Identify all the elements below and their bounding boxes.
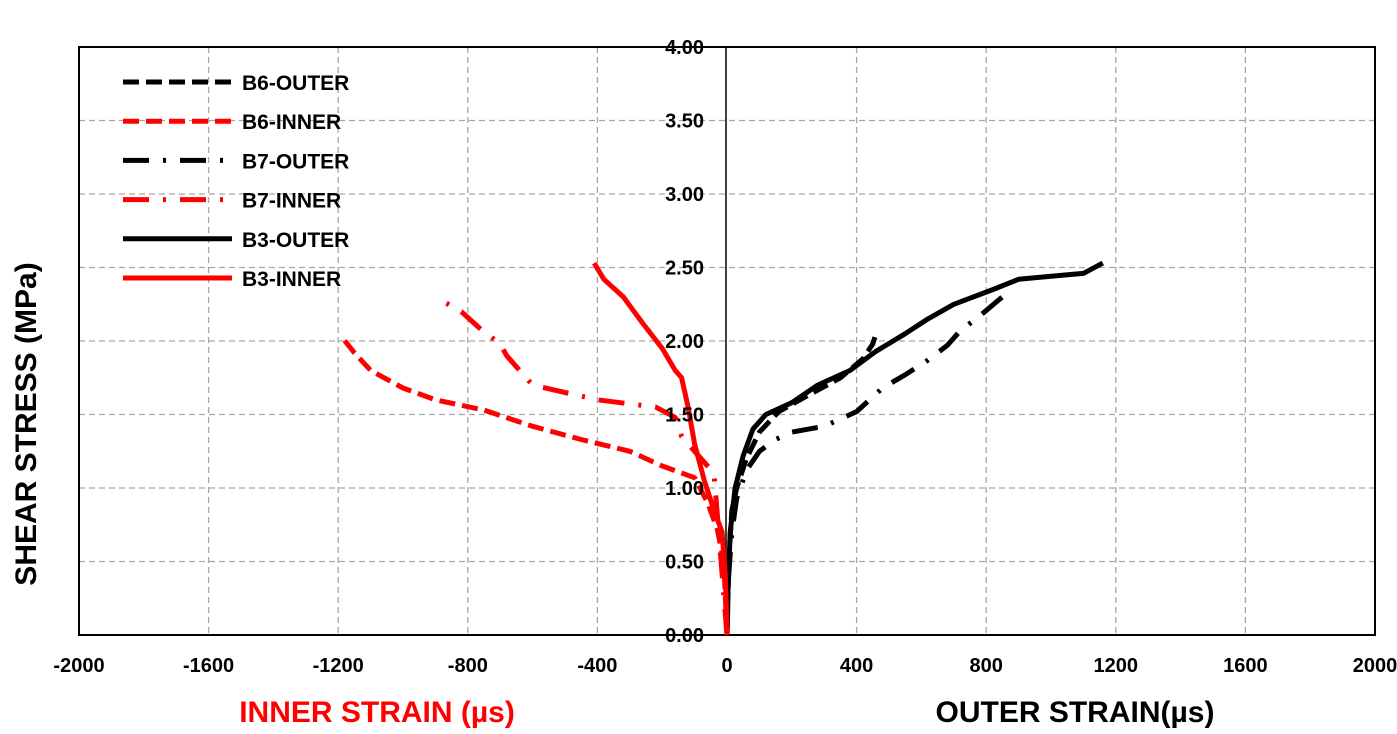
- series-line-b6-inner: [339, 335, 730, 636]
- x-tick-label: -400: [577, 655, 617, 677]
- x-tick-label: 400: [840, 655, 873, 677]
- x-tick-label: -1600: [183, 655, 234, 677]
- x-tick-label: -800: [448, 655, 488, 677]
- y-tick-label: 4.00: [665, 37, 704, 59]
- series-line-b7-outer: [724, 294, 1005, 636]
- series-line-b7-inner: [434, 294, 730, 636]
- series-line-b3-outer: [724, 260, 1104, 636]
- legend: B6-OUTER B6-INNER B7-OUTER B7-INNER B3-OUTER…: [123, 72, 349, 291]
- y-tick-label: 0.00: [665, 625, 704, 647]
- x-tick-label: 2000: [1353, 655, 1397, 677]
- y-tick-label: 3.00: [665, 184, 704, 206]
- legend-label: B6-INNER: [242, 111, 341, 134]
- y-tick-labels: 0.00 0.50 1.00 1.50 2.00 2.50 3.00 3.50 4.00: [665, 37, 704, 647]
- legend-label: B3-INNER: [242, 268, 341, 291]
- series-line-b3-inner: [592, 261, 730, 636]
- x-tick-label: -2000: [53, 655, 104, 677]
- series-group: [339, 260, 1104, 636]
- series-line-b6-outer: [724, 332, 879, 636]
- y-tick-label: 1.50: [665, 405, 704, 427]
- y-tick-label: 3.50: [665, 111, 704, 133]
- grid-lines: [79, 47, 1375, 635]
- x-tick-label: 800: [970, 655, 1003, 677]
- legend-label: B7-INNER: [242, 190, 341, 213]
- y-tick-label: 2.50: [665, 258, 704, 280]
- x-axis-title-inner: INNER STRAIN (µs): [239, 696, 515, 729]
- legend-label: B7-OUTER: [242, 150, 349, 173]
- x-tick-labels: -2000 -1600 -1200 -800 -400 0 400 800 1200 1600 20…: [53, 655, 1397, 677]
- x-tick-label: 1600: [1223, 655, 1268, 677]
- x-tick-label: -1200: [313, 655, 364, 677]
- legend-label: B3-OUTER: [242, 229, 349, 252]
- y-tick-label: 0.50: [665, 552, 704, 574]
- y-tick-label: 1.00: [665, 478, 704, 500]
- legend-label: B6-OUTER: [242, 72, 349, 95]
- x-tick-label: 1200: [1094, 655, 1139, 677]
- y-axis-title: SHEAR STRESS (MPa): [10, 262, 43, 585]
- x-tick-label: 0: [721, 655, 732, 677]
- y-tick-label: 2.00: [665, 331, 704, 353]
- x-axis-title-outer: OUTER STRAIN(µs): [936, 696, 1215, 729]
